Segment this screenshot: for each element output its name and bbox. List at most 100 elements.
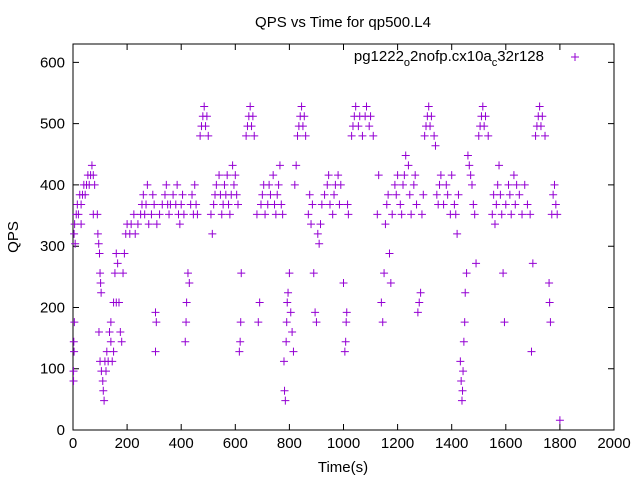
data-point xyxy=(112,298,121,307)
data-point xyxy=(77,220,86,229)
data-point xyxy=(490,220,499,229)
data-point xyxy=(453,229,462,238)
data-point xyxy=(270,200,279,209)
data-point xyxy=(317,200,326,209)
data-point xyxy=(467,180,476,189)
data-point xyxy=(512,180,521,189)
data-point xyxy=(143,180,152,189)
data-point xyxy=(266,190,275,199)
data-point xyxy=(231,171,240,180)
data-point xyxy=(509,171,518,180)
data-point xyxy=(343,200,352,209)
data-point xyxy=(94,239,103,248)
data-point xyxy=(550,180,559,189)
y-tick-label: 500 xyxy=(40,116,65,133)
data-point xyxy=(152,220,161,229)
data-point xyxy=(173,180,182,189)
data-point xyxy=(436,171,445,180)
data-point xyxy=(108,357,117,366)
data-point xyxy=(397,210,406,219)
data-point xyxy=(439,200,448,209)
data-point xyxy=(311,308,320,317)
data-point xyxy=(392,190,401,199)
data-point xyxy=(175,220,184,229)
data-point xyxy=(69,337,78,346)
data-point xyxy=(531,131,540,140)
data-point xyxy=(255,298,264,307)
data-point xyxy=(462,269,471,278)
data-point xyxy=(209,200,218,209)
x-tick-label: 1600 xyxy=(489,435,522,452)
data-point xyxy=(96,278,105,287)
data-point xyxy=(70,229,79,238)
data-point xyxy=(496,190,505,199)
data-point xyxy=(325,200,334,209)
data-point xyxy=(384,190,393,199)
data-point xyxy=(185,278,194,287)
data-point xyxy=(336,180,345,189)
data-point xyxy=(112,249,121,258)
data-point xyxy=(190,180,199,189)
data-point xyxy=(120,249,129,258)
legend-label: pg1222o2nofp.cx10ac32r128 xyxy=(354,48,544,69)
data-point xyxy=(188,190,197,199)
data-point xyxy=(96,269,105,278)
data-point xyxy=(252,210,261,219)
data-point xyxy=(385,249,394,258)
data-point xyxy=(466,171,475,180)
data-points xyxy=(69,102,564,425)
data-point xyxy=(229,180,238,189)
data-point xyxy=(192,200,201,209)
data-point xyxy=(484,131,493,140)
data-point xyxy=(152,318,161,327)
data-point xyxy=(536,122,545,131)
data-point xyxy=(456,357,465,366)
data-point xyxy=(474,131,483,140)
data-point xyxy=(102,347,111,356)
data-point xyxy=(309,269,318,278)
data-point xyxy=(169,190,178,199)
data-point xyxy=(340,347,349,356)
data-point xyxy=(523,200,532,209)
data-point xyxy=(129,210,138,219)
data-point xyxy=(551,200,560,209)
legend: pg1222o2nofp.cx10ac32r128 xyxy=(354,48,579,69)
data-point xyxy=(480,122,489,131)
data-point xyxy=(215,171,224,180)
data-point xyxy=(528,259,537,268)
data-point xyxy=(442,180,451,189)
data-point xyxy=(507,210,516,219)
data-point xyxy=(553,210,562,219)
data-point xyxy=(70,347,79,356)
data-point xyxy=(242,131,251,140)
data-point xyxy=(545,298,554,307)
data-point xyxy=(183,269,192,278)
data-point xyxy=(277,200,286,209)
data-point xyxy=(304,210,313,219)
data-point xyxy=(489,190,498,199)
data-point xyxy=(71,239,80,248)
data-point xyxy=(250,131,259,140)
data-point xyxy=(280,386,289,395)
x-tick-label: 1000 xyxy=(327,435,360,452)
data-point xyxy=(300,112,309,121)
data-point xyxy=(407,210,416,219)
data-point xyxy=(369,131,378,140)
data-point xyxy=(236,318,245,327)
data-point xyxy=(204,131,213,140)
data-point xyxy=(416,288,425,297)
data-point xyxy=(201,122,210,131)
data-point xyxy=(396,200,405,209)
data-point xyxy=(113,259,122,268)
data-point xyxy=(181,337,190,346)
data-point xyxy=(235,347,244,356)
data-point xyxy=(99,386,108,395)
data-point xyxy=(501,200,510,209)
data-point xyxy=(258,190,267,199)
data-point xyxy=(288,327,297,336)
y-axis: 0 100 200 300 400 500 600 xyxy=(40,54,614,439)
data-point xyxy=(450,200,459,209)
y-tick-label: 400 xyxy=(40,177,65,194)
data-point xyxy=(148,190,157,199)
